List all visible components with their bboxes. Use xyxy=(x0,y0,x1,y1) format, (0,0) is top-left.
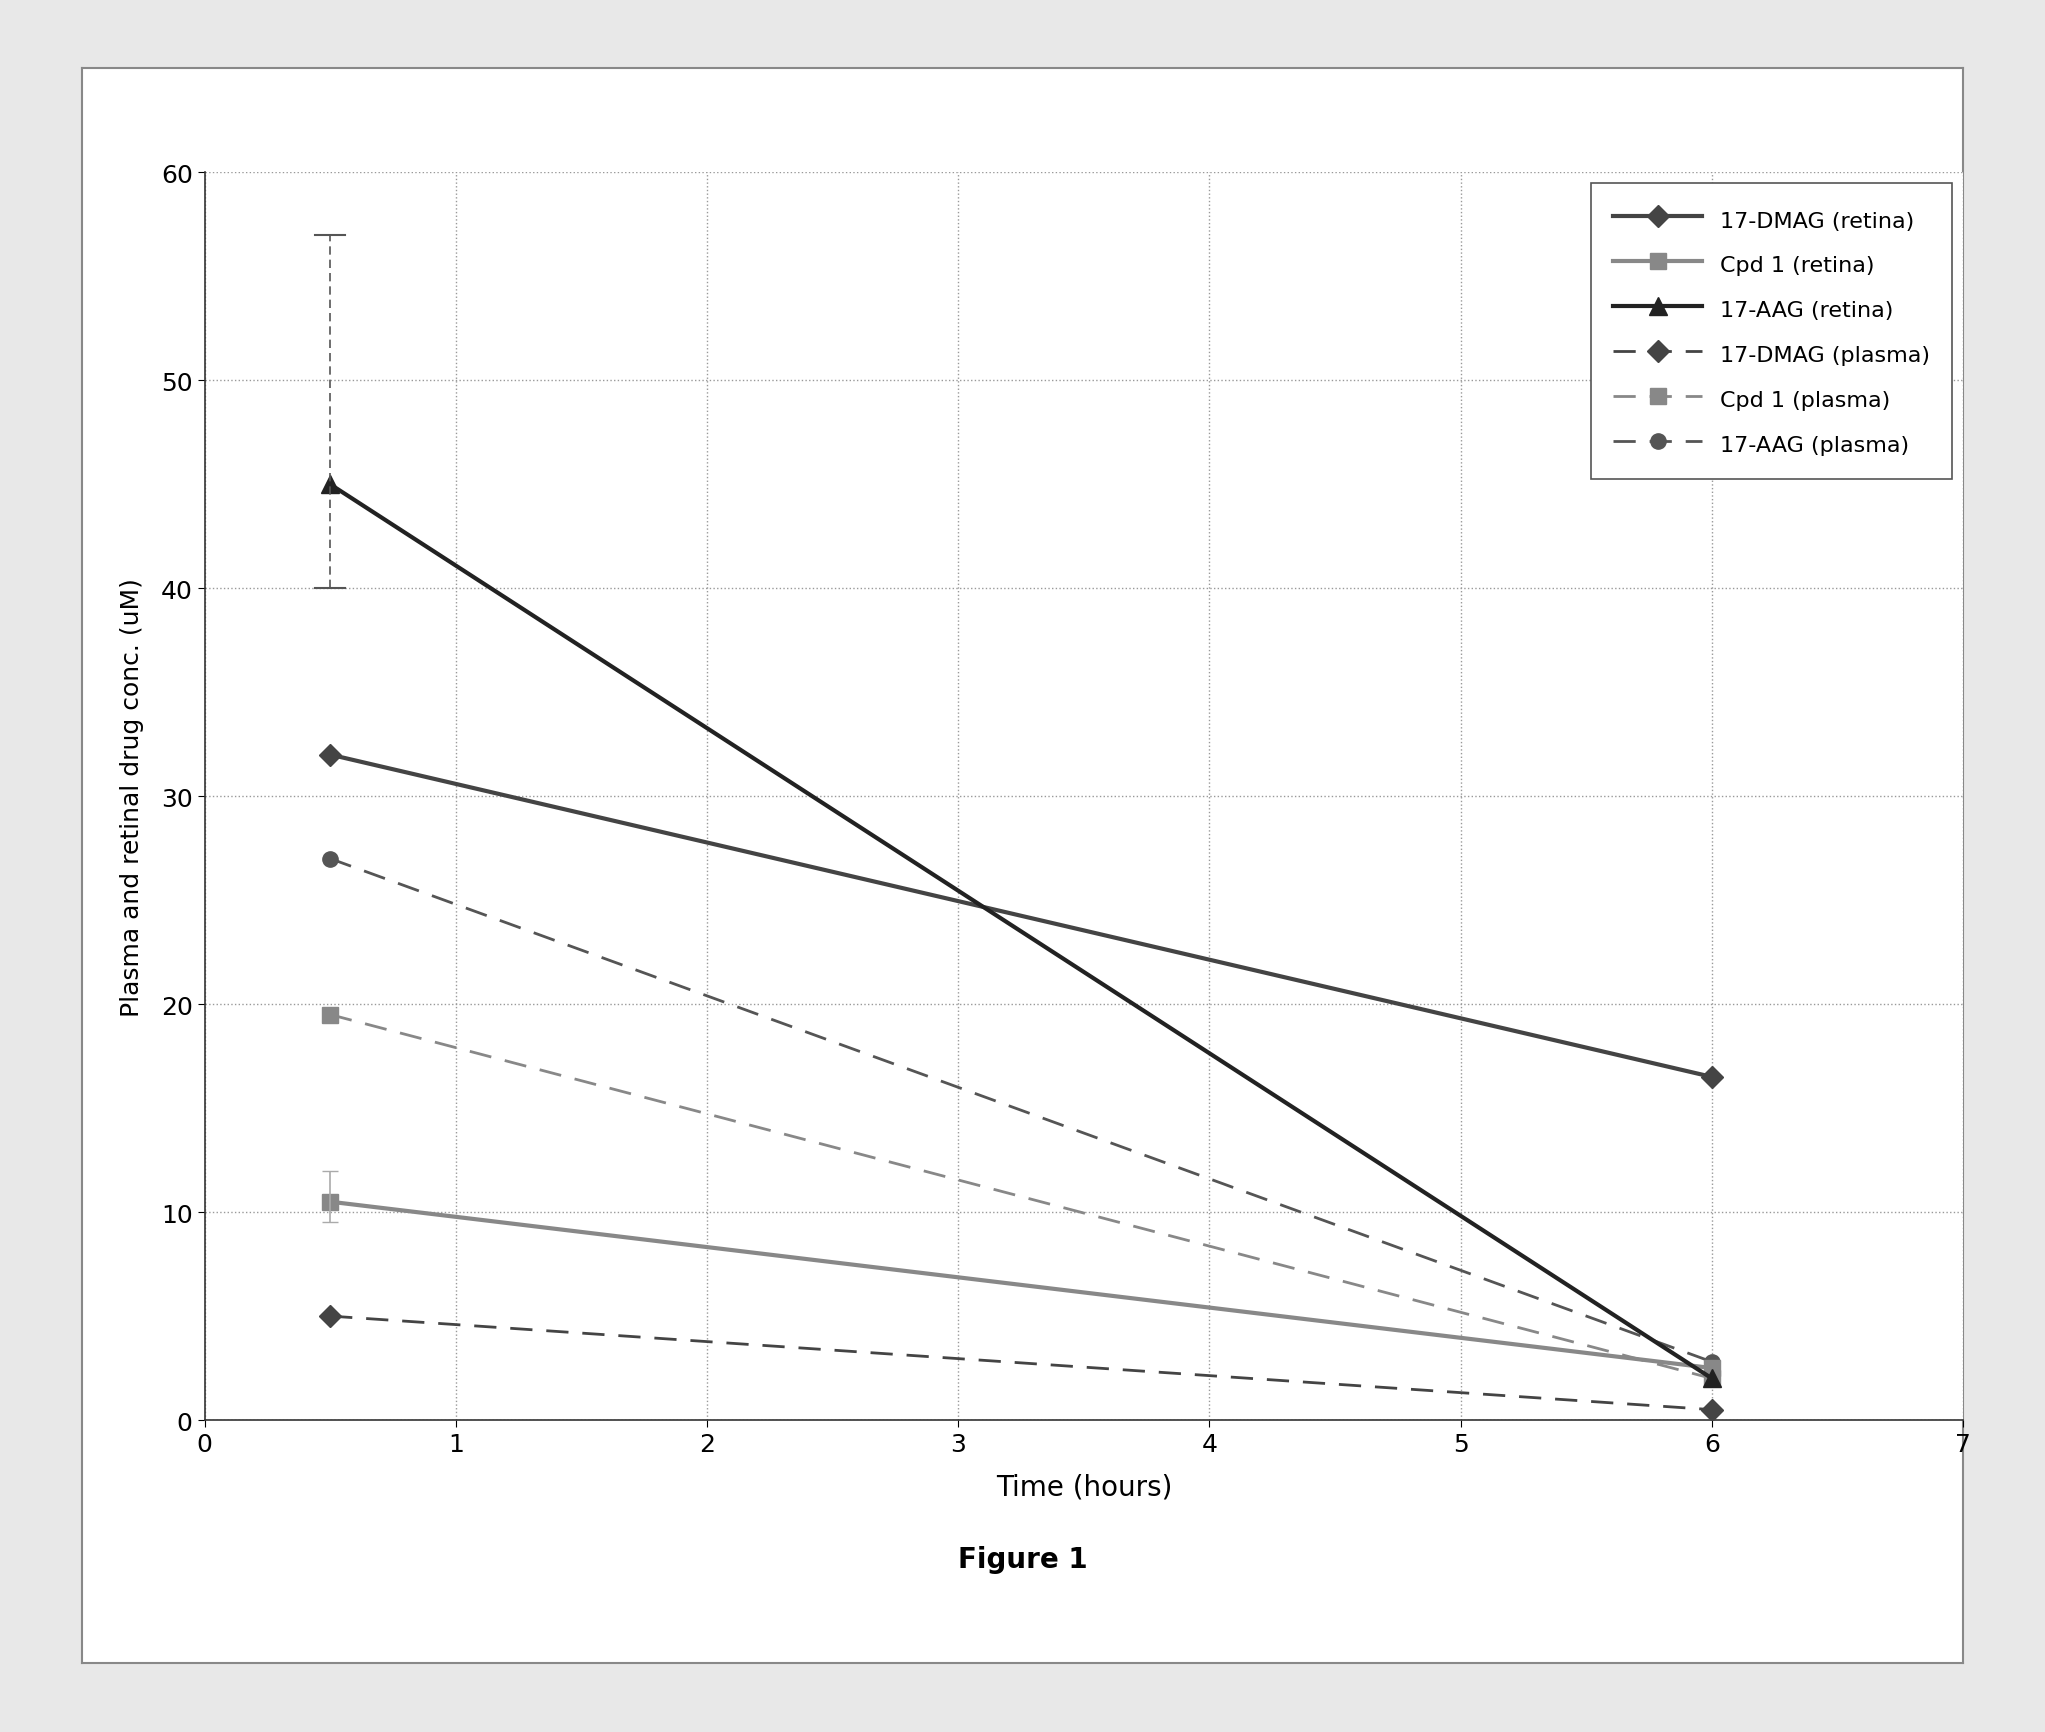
Cpd 1 (plasma) xyxy=(317,1005,342,1025)
17-DMAG (retina) xyxy=(1699,1067,1724,1088)
Legend: 17-DMAG (retina), Cpd 1 (retina), 17-AAG (retina), 17-DMAG (plasma), Cpd 1 (plas: 17-DMAG (retina), Cpd 1 (retina), 17-AAG… xyxy=(1591,184,1953,480)
17-AAG (retina) xyxy=(1699,1368,1724,1389)
Line: Cpd 1 (plasma): Cpd 1 (plasma) xyxy=(323,1008,1720,1386)
Cpd 1 (plasma) xyxy=(1699,1368,1724,1389)
Line: 17-DMAG (retina): 17-DMAG (retina) xyxy=(323,748,1720,1084)
Cpd 1 (retina) xyxy=(317,1192,342,1212)
Line: 17-DMAG (plasma): 17-DMAG (plasma) xyxy=(323,1309,1720,1417)
17-AAG (plasma) xyxy=(1699,1351,1724,1372)
17-DMAG (plasma) xyxy=(1699,1399,1724,1420)
17-DMAG (retina) xyxy=(317,745,342,766)
Line: 17-AAG (plasma): 17-AAG (plasma) xyxy=(323,852,1720,1370)
X-axis label: Time (hours): Time (hours) xyxy=(996,1472,1172,1500)
17-DMAG (plasma) xyxy=(317,1306,342,1327)
Text: Figure 1: Figure 1 xyxy=(957,1545,1088,1573)
Line: 17-AAG (retina): 17-AAG (retina) xyxy=(321,476,1722,1387)
Line: Cpd 1 (retina): Cpd 1 (retina) xyxy=(323,1195,1720,1375)
Cpd 1 (retina) xyxy=(1699,1358,1724,1379)
17-AAG (plasma) xyxy=(317,849,342,869)
Y-axis label: Plasma and retinal drug conc. (uM): Plasma and retinal drug conc. (uM) xyxy=(121,577,143,1017)
17-AAG (retina) xyxy=(317,475,342,495)
